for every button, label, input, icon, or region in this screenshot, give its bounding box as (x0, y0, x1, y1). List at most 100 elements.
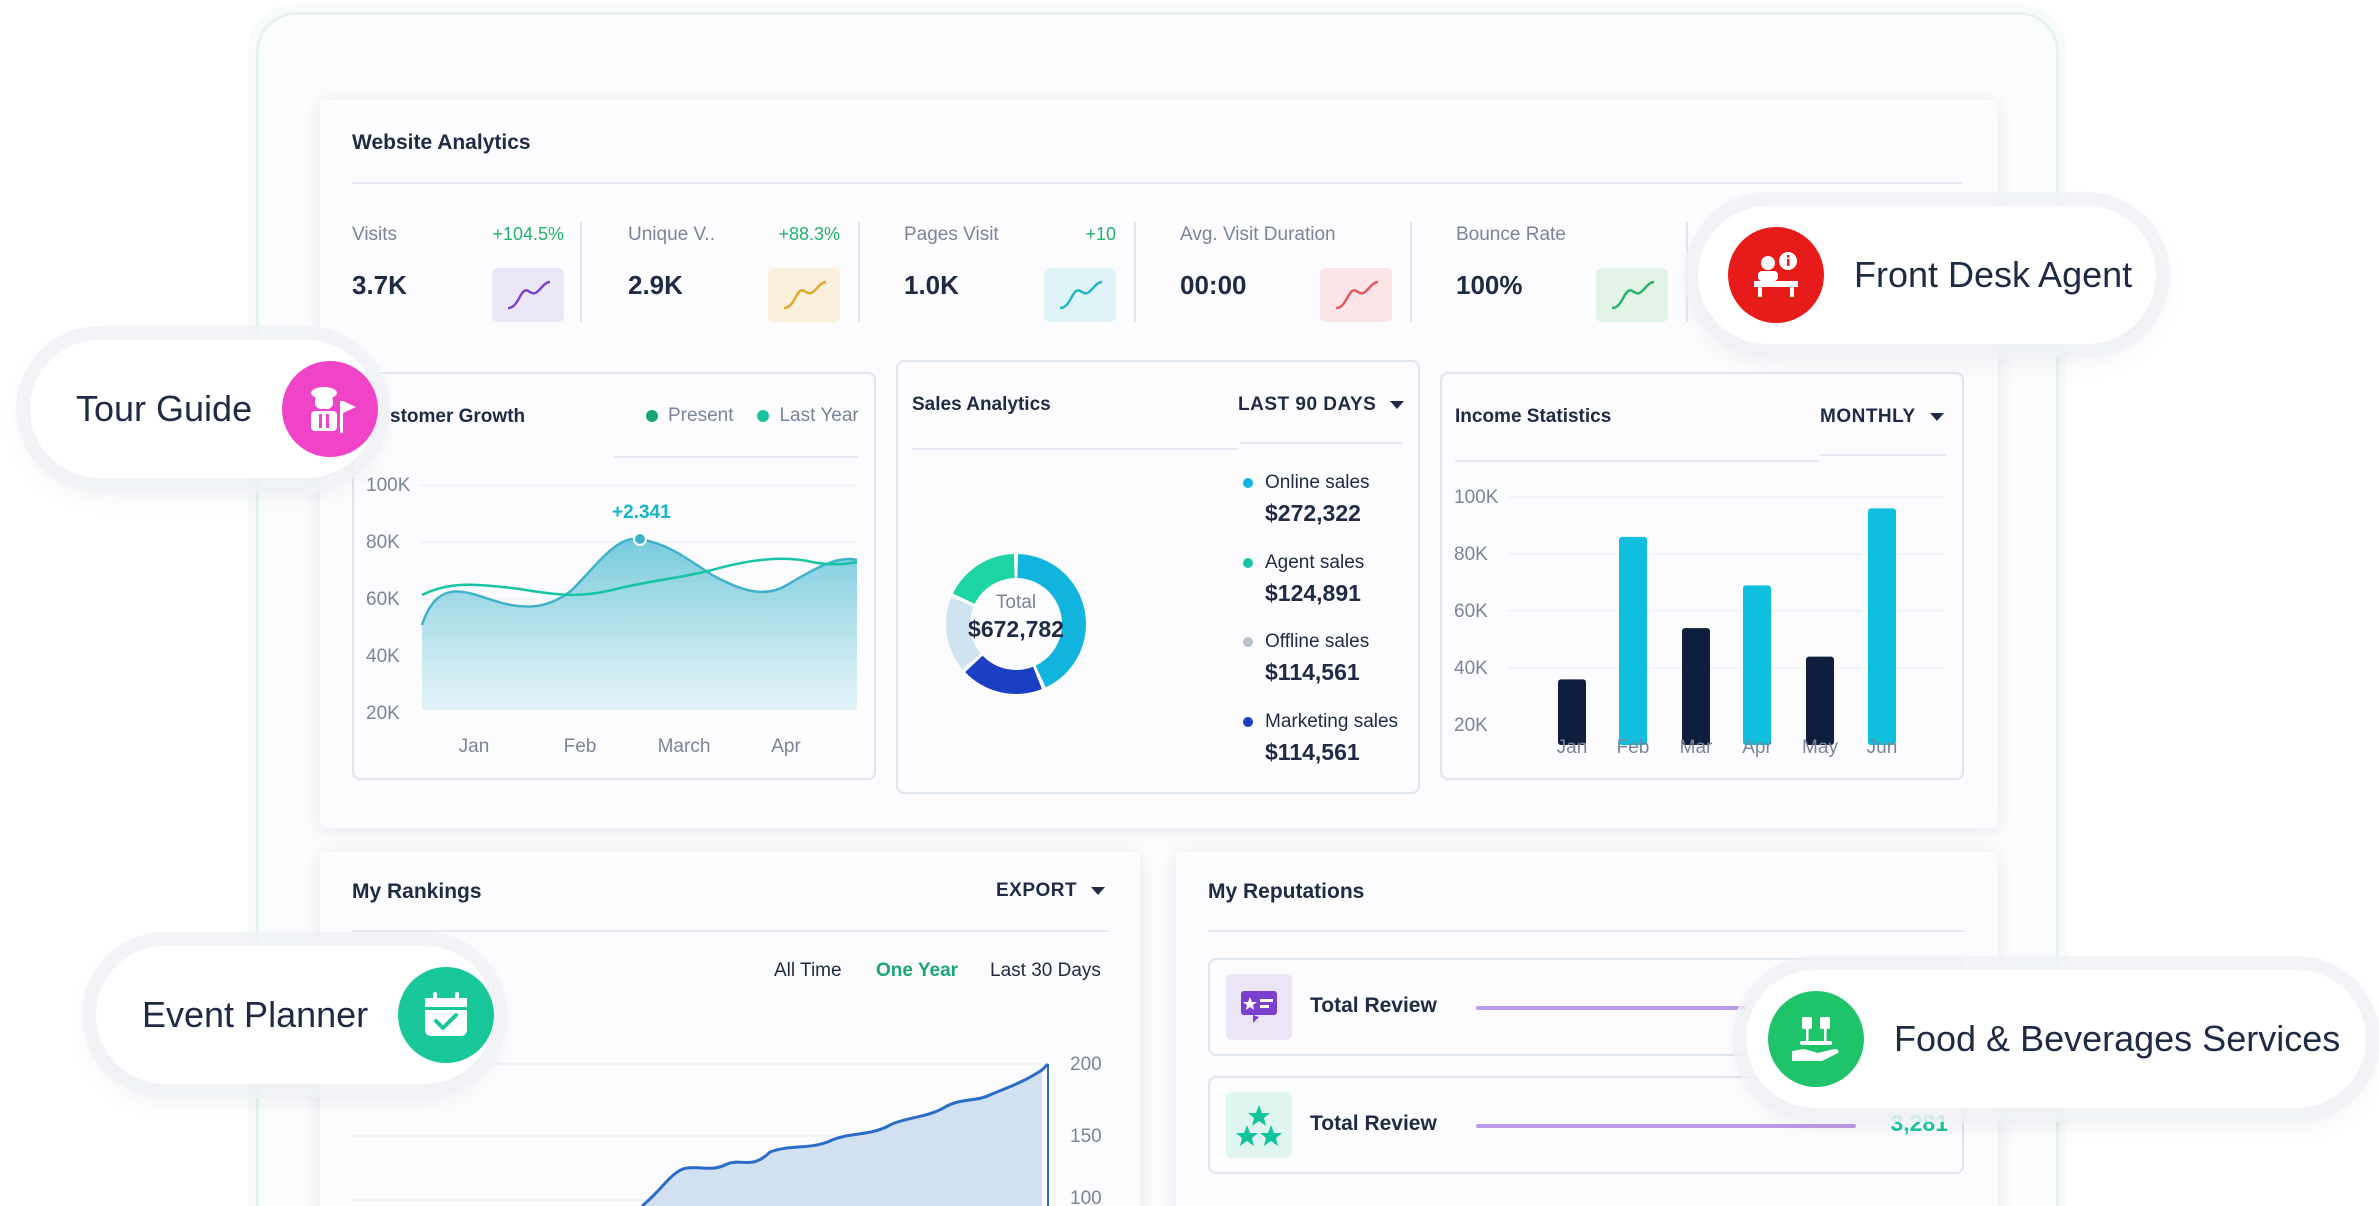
sparkline (492, 268, 564, 322)
income-bar-mar (1682, 628, 1710, 745)
caret-down-icon (1091, 886, 1106, 895)
divider (1208, 930, 1964, 932)
sparkline (1320, 268, 1392, 322)
kpi-divider (1686, 222, 1688, 322)
stars-icon (1226, 1092, 1292, 1158)
sales-item-online: Online sales $272,322 (1243, 472, 1370, 527)
y-axis-labels: 100K 80K 60K 40K 20K (1454, 487, 1499, 736)
y-axis-labels: 100K 80K 60K 40K 20K (366, 475, 411, 724)
sparkline (1596, 268, 1668, 322)
y-tick: 100K (366, 475, 411, 496)
customer-growth-legend: Present Last Year (646, 405, 859, 427)
rankings-chart: 200 150 100 (352, 1054, 1102, 1206)
kpi-avg-visit-duration: Avg. Visit Duration 00:00 (1180, 218, 1392, 328)
food-beverages-badge[interactable]: Food & Beverages Services (1746, 970, 2366, 1108)
kpi-change: +10 (1085, 224, 1116, 244)
sales-item-name: Online sales (1265, 472, 1370, 493)
dropdown-label: EXPORT (996, 880, 1078, 901)
reputation-bar (1476, 1124, 1856, 1128)
tab-one-year[interactable]: One Year (876, 960, 959, 981)
sales-item-name: Agent sales (1265, 552, 1365, 573)
reputation-value: 3,281 (1890, 1110, 1948, 1136)
kpi-divider (858, 222, 860, 322)
y-tick: 20K (1454, 715, 1488, 736)
my-reputations-title: My Reputations (1208, 880, 1365, 903)
event-planner-badge[interactable]: Event Planner (96, 946, 495, 1084)
rankings-line (641, 1062, 1050, 1206)
kpi-pages-visit: Pages Visit +10 1.0K (904, 218, 1116, 328)
annotation-point (633, 532, 647, 546)
y-tick: 100K (1454, 487, 1499, 508)
kpi-value: 3.7K (352, 270, 407, 300)
customer-growth-chart: 100K 80K 60K 40K 20K +2.341 Jan Feb Marc… (366, 475, 858, 757)
income-bar-apr (1743, 585, 1771, 745)
sales-range-dropdown[interactable]: LAST 90 DAYS (1238, 394, 1405, 416)
last-year-line (421, 557, 858, 597)
front-desk-agent-badge[interactable]: Front Desk Agent (1698, 206, 2156, 344)
divider (352, 182, 1962, 184)
caret-down-icon (1929, 412, 1944, 421)
agent-sales-dot (1243, 558, 1253, 568)
sales-item-agent: Agent sales $124,891 (1243, 552, 1364, 607)
badge-label: Tour Guide (76, 388, 253, 429)
x-axis-labels: Jan Feb March Apr (459, 736, 802, 757)
x-tick: Jan (459, 736, 490, 757)
legend-last-year: Last Year (779, 405, 859, 426)
y-tick: 80K (1454, 544, 1488, 565)
front-desk-icon (1728, 227, 1824, 323)
kpi-unique-visitors: Unique V.. +88.3% 2.9K (628, 218, 840, 328)
legend-present: Present (668, 405, 734, 426)
kpi-label: Pages Visit (904, 224, 999, 245)
website-analytics-title: Website Analytics (352, 131, 531, 154)
divider (1455, 460, 1819, 462)
x-tick: Feb (1617, 737, 1650, 758)
kpi-label: Unique V.. (628, 224, 715, 245)
marketing-sales-dot (1243, 717, 1253, 727)
kpi-divider (580, 222, 582, 322)
badge-label: Food & Beverages Services (1894, 1018, 2341, 1059)
income-bar-feb (1619, 536, 1647, 745)
divider (614, 456, 858, 458)
kpi-visits: Visits +104.5% 3.7K (352, 218, 564, 328)
sales-item-name: Marketing sales (1265, 711, 1399, 732)
donut-segments (946, 554, 1086, 694)
customer-growth-title: stomer Growth (390, 406, 526, 427)
kpi-value: 2.9K (628, 270, 683, 300)
y-tick: 80K (366, 532, 400, 553)
y-tick: 60K (1454, 601, 1488, 622)
online-sales-dot (1243, 478, 1253, 488)
legend-dot-last-year (757, 410, 770, 422)
y-tick: 40K (366, 646, 400, 667)
sales-item-name: Offline sales (1265, 631, 1370, 652)
tour-guide-badge[interactable]: Tour Guide (30, 340, 379, 478)
income-bar-chart: 100K 80K 60K 40K 20K Jan Feb Mar Apr May… (1454, 487, 1945, 758)
x-tick: Apr (771, 736, 801, 757)
offline-sales-dot (1243, 637, 1253, 647)
income-bar-jun (1868, 508, 1896, 745)
divider (352, 930, 1108, 932)
sales-donut-chart (946, 554, 1086, 694)
income-bar-may (1806, 656, 1834, 745)
income-bar-jan (1558, 679, 1586, 745)
y-tick: 200 (1070, 1054, 1102, 1075)
y-tick: 60K (366, 589, 400, 610)
sales-item-amount: $124,891 (1265, 580, 1361, 606)
donut-slice-marketing-sales (953, 554, 1015, 604)
tab-last-30-days[interactable]: Last 30 Days (990, 960, 1101, 981)
y-tick: 100 (1070, 1188, 1102, 1206)
x-axis-labels: Jan Feb Mar Apr May Jun (1557, 737, 1898, 758)
annotation-label: +2.341 (612, 502, 671, 523)
sales-item-amount: $114,561 (1265, 739, 1360, 765)
kpi-bounce-rate: Bounce Rate 100% (1456, 218, 1668, 328)
x-tick: Feb (564, 736, 597, 757)
y-tick: 150 (1070, 1126, 1102, 1147)
kpi-value: 00:00 (1180, 270, 1247, 300)
income-range-dropdown[interactable]: MONTHLY (1820, 406, 1944, 428)
export-dropdown[interactable]: EXPORT (996, 880, 1106, 902)
sparkline (1044, 268, 1116, 322)
tab-all-time[interactable]: All Time (774, 960, 842, 981)
review-star-icon (1226, 974, 1292, 1040)
sales-item-offline: Offline sales $114,561 (1243, 631, 1369, 686)
reputation-label: Total Review (1310, 994, 1437, 1017)
kpi-divider (1410, 222, 1412, 322)
